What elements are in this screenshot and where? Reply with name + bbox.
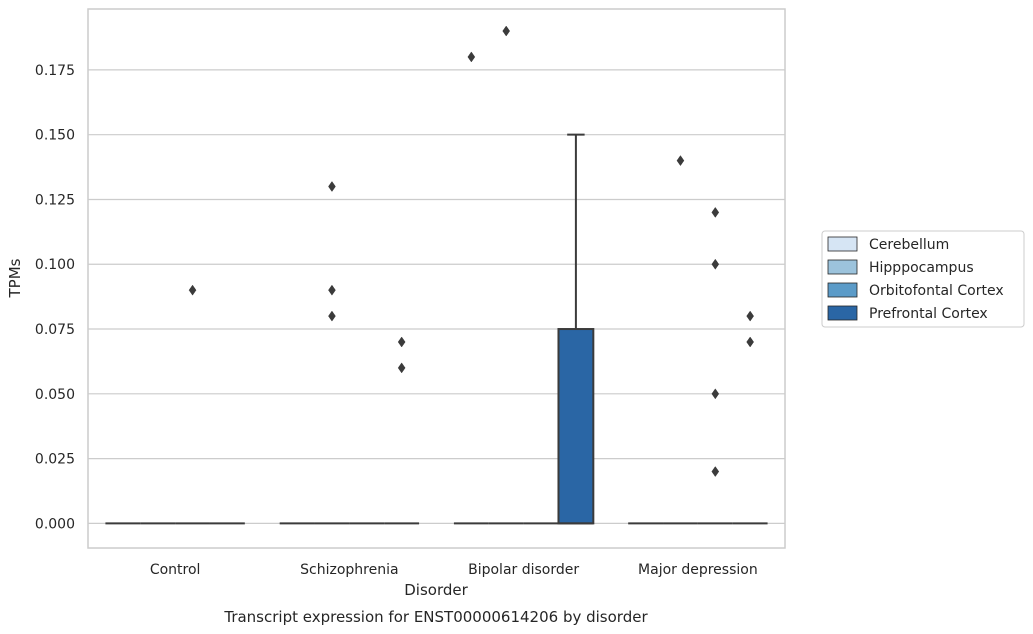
y-tick-label: 0.125 [35, 192, 75, 208]
legend-swatch [827, 305, 858, 321]
x-tick-label: Schizophrenia [300, 562, 398, 578]
gridlines [88, 69, 785, 524]
legend-frame [821, 230, 1025, 328]
plot-frame [87, 8, 786, 549]
outlier-point [328, 284, 336, 296]
x-tick-label: Control [150, 562, 201, 578]
y-tick-label: 0.075 [35, 322, 75, 338]
legend-swatch [827, 259, 858, 275]
outlier-point [711, 466, 720, 477]
x-tick-label: Bipolar disorder [468, 562, 579, 578]
outlier-point [502, 25, 511, 37]
x-axis-ticks: Control Schizophrenia Bipolar disorder Majo… [150, 562, 758, 578]
y-tick-label: 0.050 [35, 387, 75, 403]
x-axis-title: Disorder [404, 581, 468, 599]
outlier-point [467, 51, 476, 63]
y-tick-label: 0.000 [35, 516, 75, 532]
outlier-point [328, 310, 336, 322]
y-axis-ticks: 0.000 0.025 0.050 0.075 0.100 0.125 0.150 0.175 [35, 63, 75, 532]
y-axis-title: TPMs [6, 258, 24, 298]
outlier-point [188, 284, 197, 296]
outlier-point [676, 155, 685, 167]
legend-label: Hipppocampus [869, 260, 974, 276]
y-tick-label: 0.175 [35, 63, 75, 79]
legend-label: Orbitofontal Cortex [869, 283, 1004, 299]
legend-label: Prefrontal Cortex [869, 306, 988, 322]
legend-label: Cerebellum [869, 237, 949, 253]
chart-caption: Transcript expression for ENST0000061420… [223, 608, 648, 626]
box [557, 328, 595, 525]
box-plot-marks [105, 25, 768, 525]
outlier-point [746, 310, 754, 322]
legend: Cerebellum Hipppocampus Orbitofontal Corte… [821, 230, 1025, 328]
y-tick-label: 0.025 [35, 452, 75, 468]
x-tick-label: Major depression [638, 562, 758, 578]
legend-swatch [827, 236, 858, 252]
outlier-point [711, 258, 720, 270]
y-tick-label: 0.100 [35, 257, 75, 273]
outlier-point [711, 206, 720, 218]
legend-swatch [827, 282, 858, 298]
outlier-point [397, 362, 406, 374]
outlier-point [328, 181, 336, 192]
outlier-point [746, 336, 754, 348]
y-tick-label: 0.150 [35, 128, 75, 144]
outlier-point [397, 336, 406, 348]
outlier-point [711, 388, 720, 400]
